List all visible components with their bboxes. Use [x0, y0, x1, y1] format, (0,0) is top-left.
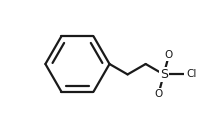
Text: S: S [160, 68, 168, 81]
Text: O: O [165, 50, 173, 60]
Text: Cl: Cl [186, 69, 197, 79]
Text: O: O [154, 89, 163, 99]
